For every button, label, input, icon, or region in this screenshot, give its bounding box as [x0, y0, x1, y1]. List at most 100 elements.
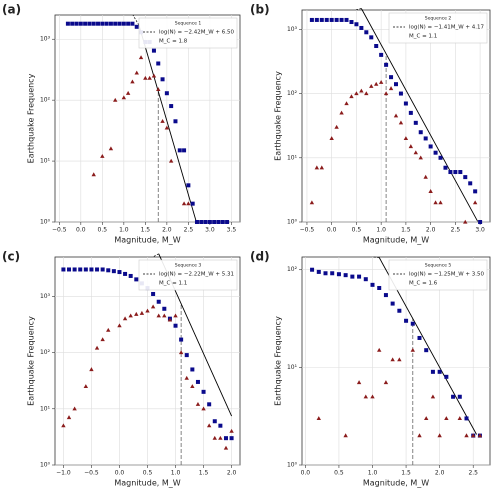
- plot-area: [54, 14, 241, 223]
- legend-fit: log(N) = −1.41M_W + 4.17: [409, 25, 485, 31]
- x-tick-label: 0.5: [352, 227, 362, 234]
- x-tick-label: 2.0: [435, 470, 445, 477]
- cumulative-point: [310, 267, 315, 272]
- cumulative-point: [424, 348, 429, 353]
- cumulative-point: [117, 21, 122, 26]
- frequency-point: [145, 308, 150, 313]
- frequency-point: [390, 357, 395, 362]
- frequency-point: [108, 146, 114, 151]
- cumulative-point: [134, 277, 139, 282]
- cumulative-point: [457, 394, 462, 399]
- cumulative-point: [309, 17, 314, 22]
- cumulative-point: [390, 301, 395, 306]
- cumulative-point: [413, 120, 418, 125]
- frequency-point: [413, 150, 418, 155]
- cumulative-point: [453, 170, 458, 175]
- x-tick-label: 0.0: [115, 470, 125, 477]
- y-tick-label: 10⁰: [40, 219, 51, 226]
- y-tick-label: 10⁰: [287, 462, 298, 469]
- legend-title: Sequence 5: [425, 263, 452, 269]
- frequency-point: [430, 394, 436, 399]
- cumulative-point: [151, 48, 156, 53]
- frequency-point: [410, 347, 415, 352]
- cumulative-point: [199, 220, 204, 224]
- legend-mc: M_C = 1.1: [159, 281, 187, 287]
- cumulative-point: [83, 21, 88, 26]
- cumulative-point: [78, 267, 83, 272]
- frequency-point: [229, 428, 234, 433]
- frequency-point: [162, 313, 167, 318]
- frequency-point: [424, 416, 429, 421]
- cumulative-point: [458, 170, 463, 175]
- cumulative-point: [220, 220, 225, 224]
- x-tick-label: 2.0: [162, 227, 172, 234]
- y-axis-label: Earthquake Frequency: [27, 73, 36, 163]
- frequency-point: [195, 402, 201, 406]
- cumulative-point: [316, 269, 321, 274]
- cumulative-point: [357, 274, 362, 279]
- frequency-point: [218, 435, 223, 440]
- x-tick-label: 3.0: [205, 227, 215, 234]
- frequency-point: [437, 433, 442, 438]
- cumulative-point: [384, 62, 389, 67]
- cumulative-point: [182, 148, 187, 153]
- frequency-point: [61, 423, 66, 428]
- x-tick-label: 1.5: [401, 470, 411, 477]
- cumulative-point: [162, 306, 167, 311]
- cumulative-point: [216, 220, 221, 224]
- y-axis-label: Earthquake Frequency: [274, 316, 283, 406]
- cumulative-point: [438, 155, 443, 160]
- frequency-point: [206, 423, 212, 428]
- x-tick-label: 1.0: [171, 470, 181, 477]
- x-axis-label: Magnitude, M_W: [363, 479, 429, 488]
- cumulative-point: [67, 267, 72, 272]
- frequency-point: [201, 406, 206, 411]
- panel-label: (c): [2, 250, 20, 264]
- frequency-point: [397, 357, 402, 362]
- cumulative-point: [223, 436, 228, 441]
- frequency-point: [403, 136, 409, 141]
- legend-fit: log(N) = −2.42M_W + 6.50: [159, 30, 235, 36]
- legend-mc: M_C = 1.6: [409, 281, 438, 287]
- frequency-point: [223, 445, 229, 450]
- cumulative-point: [336, 272, 341, 277]
- cumulative-point: [354, 22, 359, 27]
- cumulative-point: [473, 189, 478, 194]
- frequency-point: [356, 380, 362, 385]
- cumulative-point: [100, 267, 105, 272]
- cumulative-point: [207, 402, 212, 407]
- cumulative-point: [74, 21, 79, 26]
- cumulative-point: [383, 293, 388, 298]
- frequency-point: [83, 384, 89, 388]
- frequency-point: [156, 87, 161, 92]
- cumulative-point: [156, 61, 161, 66]
- cumulative-point: [126, 21, 131, 26]
- frequency-point: [408, 144, 414, 149]
- cumulative-point: [207, 220, 212, 224]
- cumulative-point: [111, 269, 116, 274]
- frequency-point: [134, 70, 139, 75]
- frequency-point: [309, 200, 315, 205]
- frequency-point: [125, 90, 131, 95]
- frequency-point: [190, 384, 195, 388]
- frequency-point: [66, 415, 72, 420]
- frequency-point: [477, 433, 483, 438]
- cumulative-point: [417, 335, 422, 340]
- cumulative-point: [370, 282, 375, 287]
- x-axis-label: Magnitude, M_W: [363, 236, 429, 245]
- cumulative-point: [374, 44, 379, 49]
- cumulative-point: [324, 17, 329, 22]
- cumulative-point: [398, 91, 403, 96]
- fit-extension: [152, 253, 159, 258]
- frequency-point: [181, 201, 187, 206]
- frequency-point: [106, 327, 111, 332]
- x-tick-label: 1.0: [119, 227, 129, 234]
- cumulative-point: [117, 270, 122, 275]
- x-tick-label: −1.0: [56, 470, 71, 477]
- frequency-point: [316, 416, 321, 421]
- cumulative-point: [87, 21, 92, 26]
- y-tick-label: 10¹: [287, 364, 298, 371]
- cumulative-point: [113, 21, 118, 26]
- frequency-point: [113, 97, 118, 102]
